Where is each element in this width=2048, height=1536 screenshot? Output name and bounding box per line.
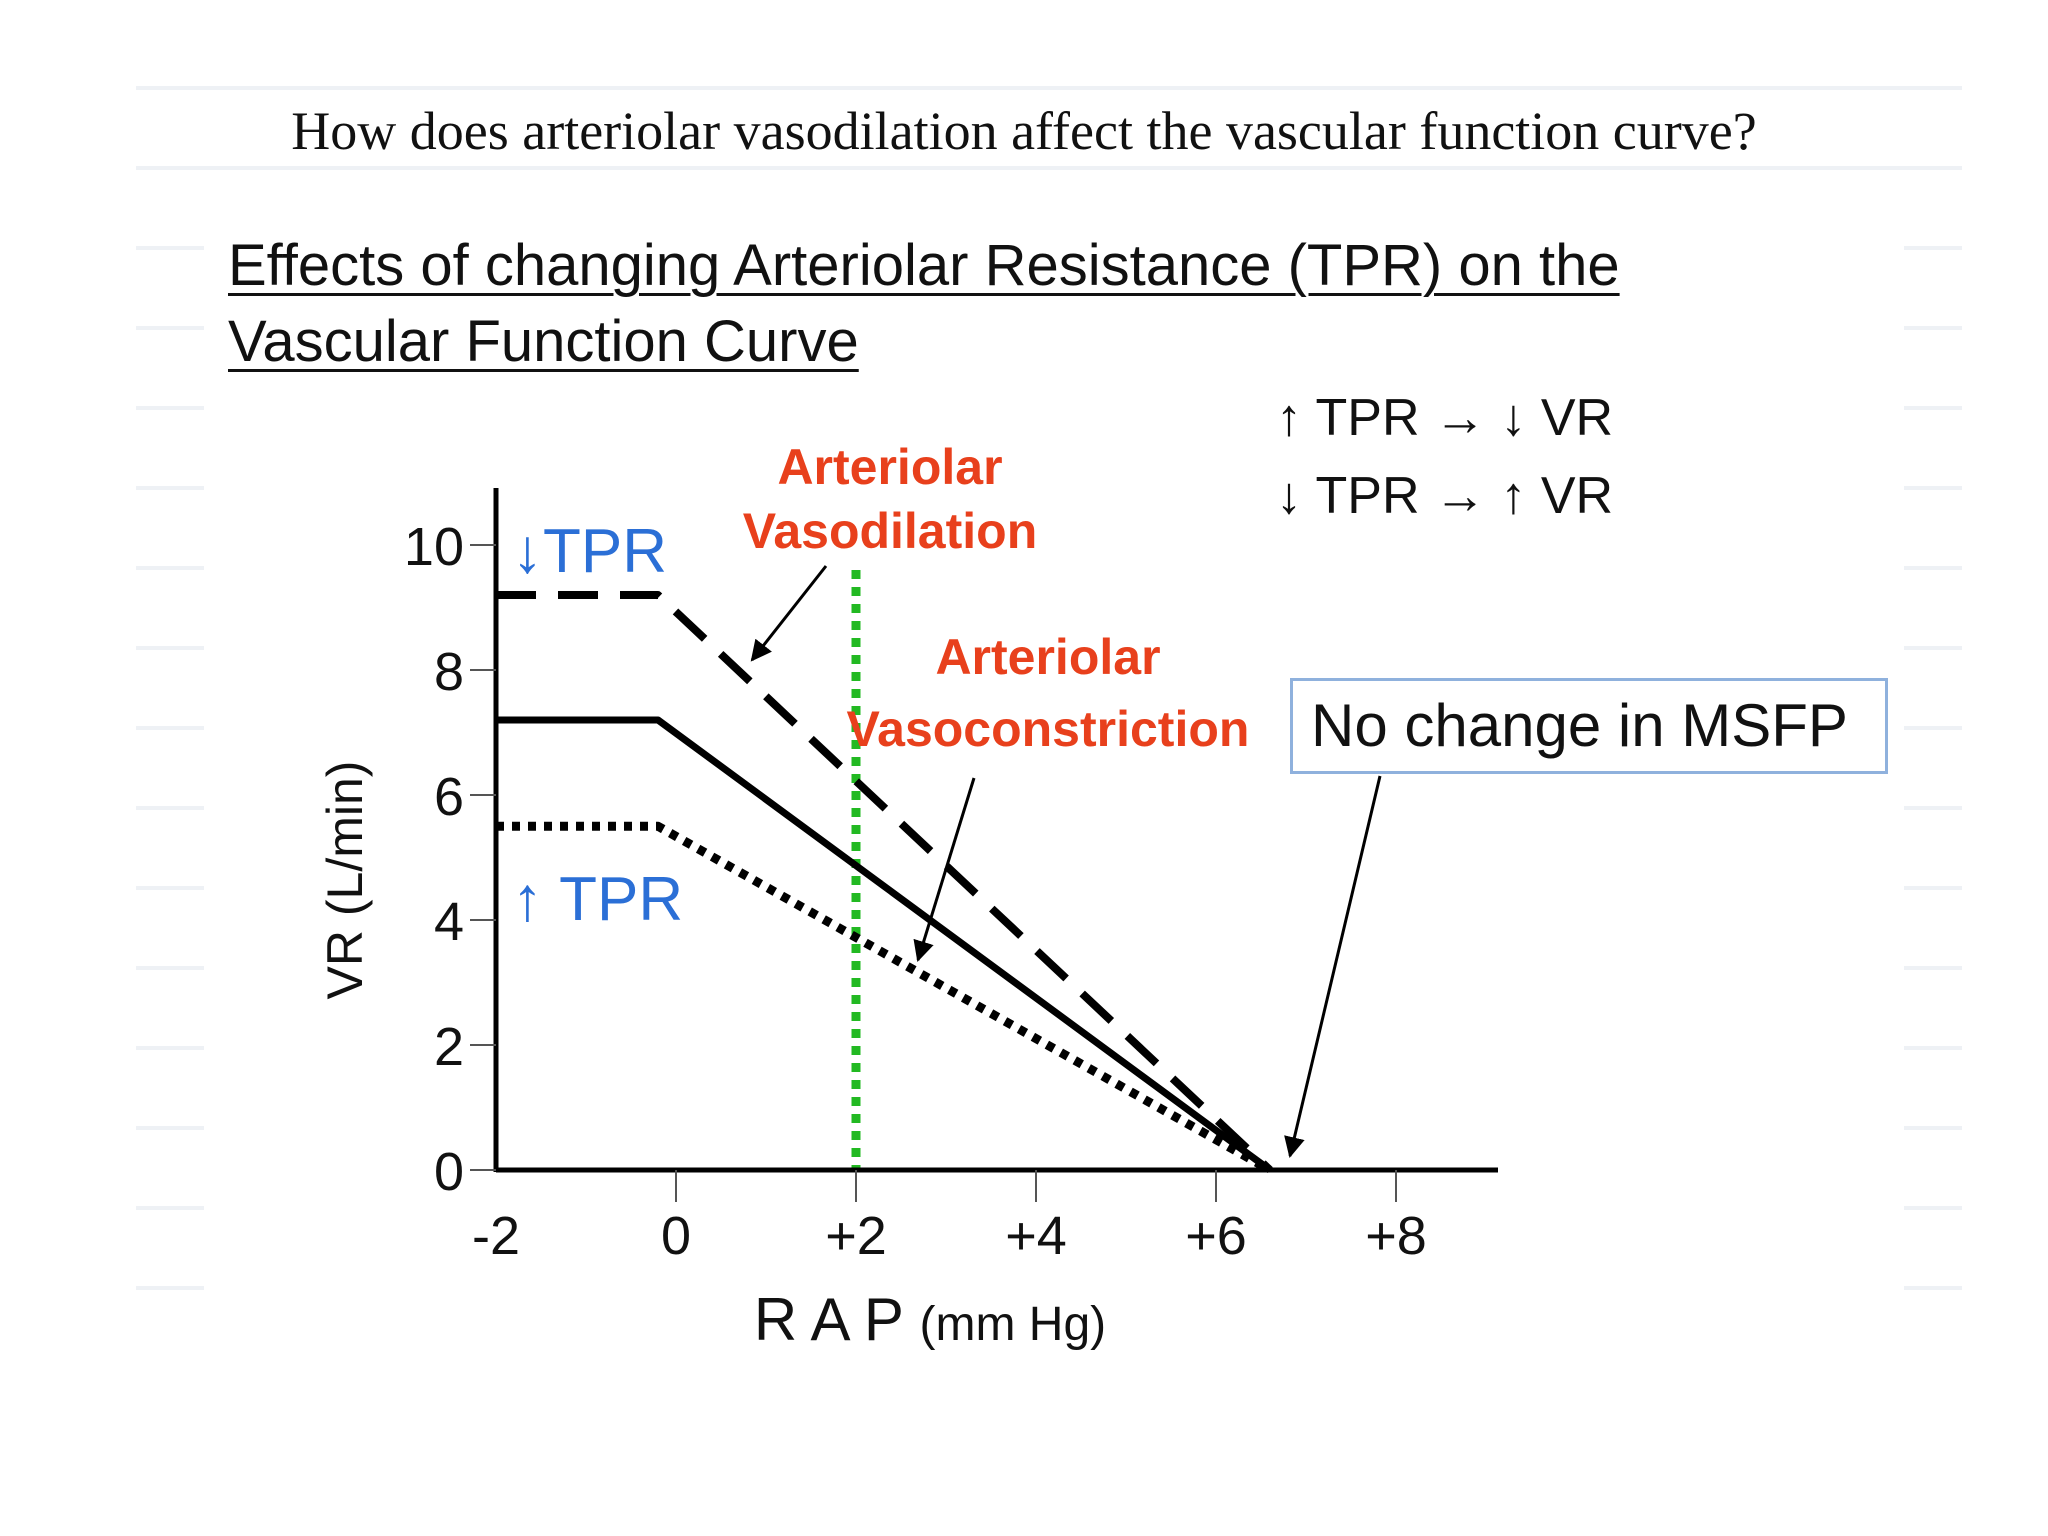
margin-rule (1904, 486, 1962, 490)
x-tick-label: -2 (472, 1206, 520, 1266)
y-tick-label: 2 (434, 1017, 464, 1077)
top-rule (136, 86, 1962, 90)
margin-rule (1904, 326, 1962, 330)
relation-line-2: ↓ TPR → ↑ VR (1276, 467, 1614, 525)
margin-rule (1904, 406, 1962, 410)
x-tick-label: +4 (1005, 1206, 1067, 1266)
chart-title: Effects of changing Arteriolar Resistanc… (228, 228, 1620, 380)
margin-rule (136, 726, 204, 730)
vasodilation-curve (496, 591, 1273, 1173)
margin-rule (136, 1126, 204, 1130)
margin-rule (136, 1206, 204, 1210)
relation-line-1: ↑ TPR → ↓ VR (1276, 389, 1614, 447)
normal-curve (496, 716, 1273, 1173)
margin-rule (136, 1046, 204, 1050)
margin-rule (136, 806, 204, 810)
vasoconstriction-curve (496, 821, 1273, 1174)
margin-rule (1904, 726, 1962, 730)
y-tick-label: 10 (404, 517, 464, 577)
chart-title-line1: Effects of changing Arteriolar Resistanc… (228, 233, 1620, 298)
y-axis-label: VR (L/min) (317, 761, 373, 1000)
x-tick-label: 0 (661, 1206, 691, 1266)
x-tick-label: +8 (1365, 1206, 1427, 1266)
margin-rule (136, 246, 204, 250)
vasoconstriction-pointer-arrow (913, 777, 976, 963)
chart-title-line2: Vascular Function Curve (228, 309, 859, 374)
margin-rule (1904, 966, 1962, 970)
vasodilation-label-line1: Arteriolar (777, 439, 1002, 495)
x-axis-label-main: R A P (754, 1286, 920, 1353)
y-tick-label: 8 (434, 642, 464, 702)
increased-tpr-label: ↑ TPR (512, 865, 683, 934)
question-heading: How does arteriolar vasodilation affect … (291, 101, 1757, 161)
vasoconstriction-label-line1: Arteriolar (935, 629, 1160, 685)
vasodilation-pointer-arrow (750, 565, 828, 662)
y-tick-label: 0 (434, 1142, 464, 1202)
margin-rule (136, 486, 204, 490)
msfp-callout-text: No change in MSFP (1311, 692, 1848, 759)
msfp-pointer-arrow (1284, 775, 1382, 1159)
y-tick-label: 6 (434, 767, 464, 827)
margin-rule (1904, 806, 1962, 810)
margin-rule (136, 886, 204, 890)
x-axis-label-unit: (mm Hg) (920, 1298, 1107, 1351)
margin-rule (1904, 1206, 1962, 1210)
margin-rule (1904, 246, 1962, 250)
y-tick-label: 4 (434, 892, 464, 952)
vasoconstriction-label-line2: Vasoconstriction (847, 701, 1250, 757)
msfp-callout-box: No change in MSFP (1290, 678, 1888, 774)
margin-rule (136, 566, 204, 570)
x-axis-label: R A P (mm Hg) (754, 1286, 1106, 1353)
x-tick-label: +6 (1185, 1206, 1247, 1266)
margin-rule (1904, 1126, 1962, 1130)
margin-rule (1904, 1046, 1962, 1050)
vasodilation-label-line2: Vasodilation (743, 503, 1038, 559)
margin-rule (136, 406, 204, 410)
margin-rule (136, 326, 204, 330)
x-tick-label: +2 (825, 1206, 887, 1266)
margin-rule (1904, 1286, 1962, 1290)
margin-rule (1904, 646, 1962, 650)
margin-rule (1904, 886, 1962, 890)
margin-rule (136, 1286, 204, 1290)
margin-rule (136, 646, 204, 650)
title-rule (136, 166, 1962, 170)
margin-rule (1904, 566, 1962, 570)
margin-rule (136, 966, 204, 970)
decreased-tpr-label: ↓TPR (512, 517, 667, 586)
